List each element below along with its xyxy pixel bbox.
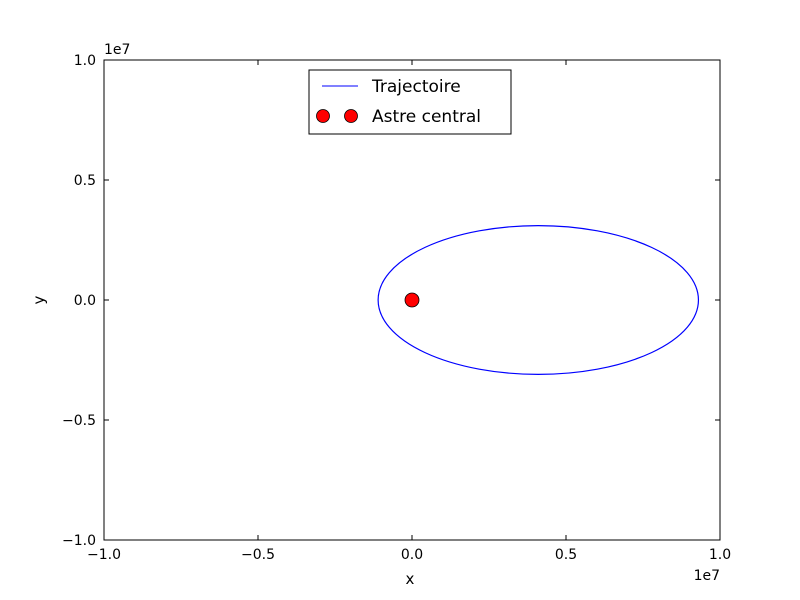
x-tick-label: −1.0 <box>87 547 121 563</box>
tick-layer: −1.0 −0.5 0.0 0.5 1.0 −1.0 −0.5 0.0 0.5 1.0 <box>62 53 731 563</box>
y-tick-label: 0.5 <box>74 173 96 189</box>
y-tick-label: −1.0 <box>62 533 96 549</box>
legend-marker-swatch <box>344 109 358 123</box>
legend: Trajectoire Astre central <box>308 69 512 135</box>
y-tick-label: 0.0 <box>74 293 96 309</box>
x-tick-label: 1.0 <box>709 547 731 563</box>
legend-label-trajectoire: Trajectoire <box>371 77 461 97</box>
y-tick-label: −0.5 <box>62 413 96 429</box>
x-tick-label: 0.5 <box>555 547 577 563</box>
x-offset-label: 1e7 <box>694 568 720 584</box>
legend-marker-swatch <box>316 109 330 123</box>
legend-box <box>308 69 512 135</box>
y-offset-label: 1e7 <box>104 42 130 58</box>
x-tick-label: 0.0 <box>401 547 423 563</box>
trajectory-line <box>377 225 700 376</box>
plot-layer <box>377 225 700 376</box>
legend-label-astre-central: Astre central <box>372 107 481 127</box>
x-axis-label: x <box>406 570 415 588</box>
y-tick-label: 1.0 <box>74 53 96 69</box>
x-tick-label: −0.5 <box>241 547 275 563</box>
y-axis-label: y <box>30 295 48 304</box>
central-body-marker <box>404 292 420 308</box>
